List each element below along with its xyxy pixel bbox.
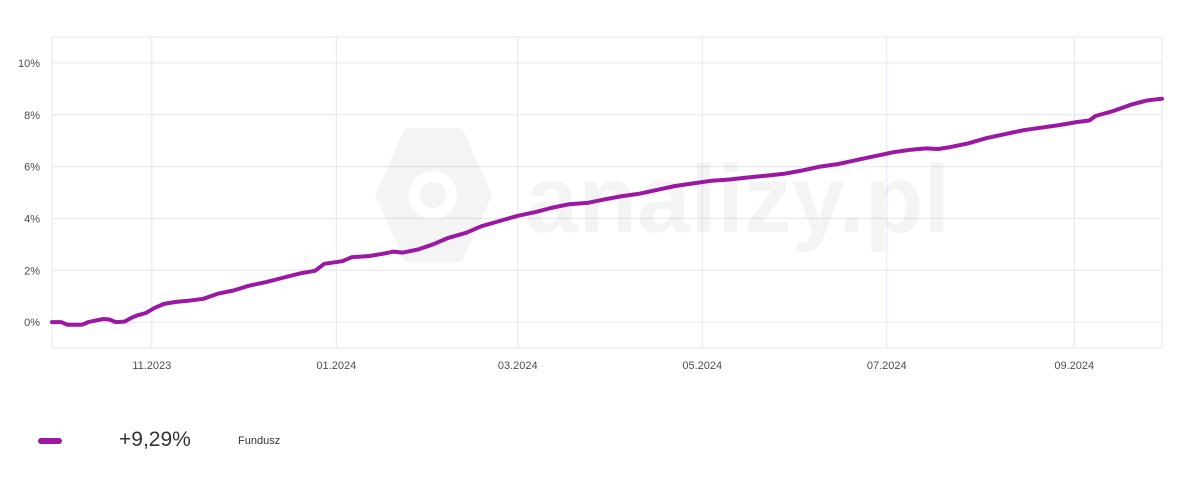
watermark-text: analizy.pl <box>525 146 950 253</box>
legend-final-value: +9,29% <box>119 428 191 451</box>
y-axis: 0% 2% 4% 6% 8% 10% <box>18 58 40 329</box>
legend-swatch-fundusz <box>38 438 62 444</box>
plot-frame <box>51 36 1163 349</box>
x-tick-label: 01.2024 <box>316 360 356 372</box>
y-tick-label: 10% <box>18 58 40 70</box>
x-tick-label: 07.2024 <box>867 360 907 372</box>
series-line-fundusz <box>50 96 1164 327</box>
chart-grid <box>51 36 1163 349</box>
x-axis: 11.2023 01.2024 03.2024 05.2024 07.2024 09.20… <box>132 360 1094 372</box>
y-tick-label: 2% <box>24 265 40 277</box>
x-tick-label: 09.2024 <box>1054 360 1094 372</box>
y-tick-label: 6% <box>24 162 40 174</box>
x-tick-label: 11.2023 <box>132 360 171 372</box>
line-chart: analizy.pl 0% 2% 4% 6% 8% 10% 11.2023 01.2024 0… <box>18 36 1164 372</box>
legend: +9,29% Fundusz <box>38 426 438 456</box>
legend-series-name: Fundusz <box>238 435 281 447</box>
y-tick-label: 4% <box>24 213 40 225</box>
x-tick-label: 05.2024 <box>682 360 722 372</box>
y-tick-label: 8% <box>24 110 40 122</box>
x-tick-label: 03.2024 <box>498 360 538 372</box>
watermark-logo: analizy.pl <box>375 128 950 262</box>
y-tick-label: 0% <box>24 317 40 329</box>
series-layer <box>50 96 1164 327</box>
